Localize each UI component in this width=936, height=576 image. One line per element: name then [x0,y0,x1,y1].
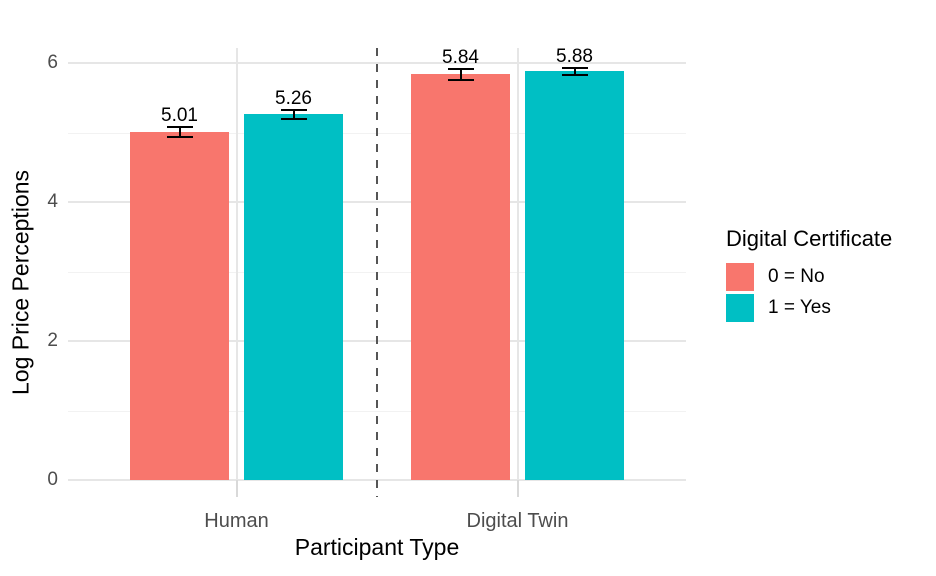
error-bar-cap [561,73,588,76]
x-category-label: Human [204,510,269,532]
legend-item: 1 = Yes [726,294,892,322]
x-axis-title: Participant Type [294,534,460,560]
x-axis-tick [516,480,519,497]
error-bar-line [573,67,576,75]
legend-items: 0 = No 1 = Yes [726,263,892,322]
y-tick-label: 4 [47,191,58,212]
error-bar-cap [166,125,193,128]
x-axis-tick [235,480,238,497]
y-tick-label: 2 [47,330,58,351]
vertical-gridline [235,48,238,480]
legend-item-label: 0 = No [768,266,825,287]
bar [130,131,229,480]
bar [525,71,624,480]
vertical-gridline [516,48,519,480]
error-bar-cap [166,135,193,138]
error-bar-cap [447,78,474,81]
legend-swatch [726,294,754,322]
error-bar-line [459,68,462,80]
legend-title: Digital Certificate [726,226,893,251]
error-bar-cap [280,118,307,121]
bar [411,74,510,480]
y-tick-label: 6 [47,52,58,73]
bar-value-label: 5.01 [161,104,198,126]
bar-value-label: 5.88 [556,45,593,67]
legend-item: 0 = No [726,263,892,291]
y-axis-title: Log Price Perceptions [7,170,34,396]
bar-value-label: 5.26 [275,87,312,109]
bar-value-label: 5.84 [442,46,479,68]
y-tick-label: 0 [47,469,58,490]
x-category-label: Digital Twin [466,510,569,532]
error-bar-cap [447,67,474,70]
group-separator-line [376,48,378,497]
legend: Digital Certificate 0 = No 1 = Yes [726,226,892,325]
error-bar-line [292,109,295,120]
legend-item-label: 1 = Yes [768,297,831,318]
error-bar-line [178,126,181,137]
legend-swatch [726,263,754,291]
error-bar-cap [280,108,307,111]
bar [244,114,343,480]
error-bar-cap [561,66,588,69]
